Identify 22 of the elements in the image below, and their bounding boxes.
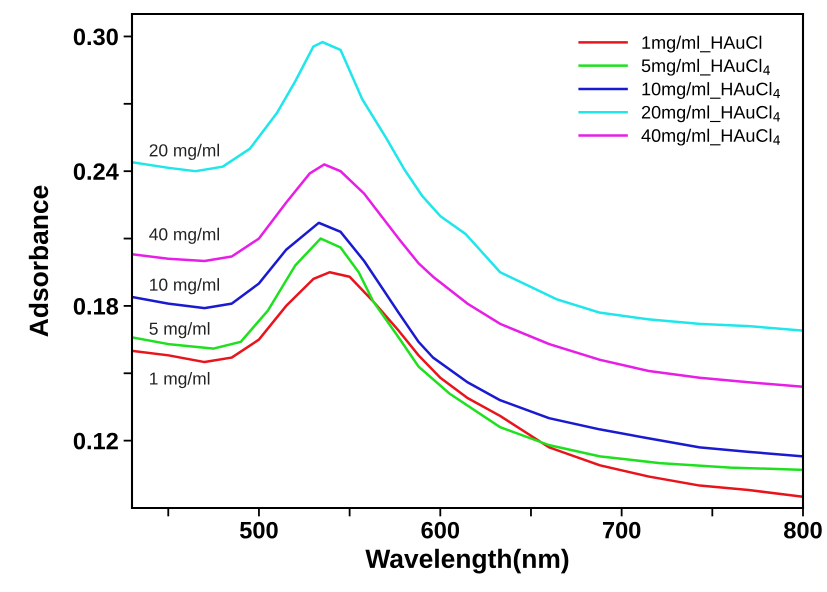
annotation: 1 mg/ml bbox=[150, 372, 210, 388]
y-tick-label: 0.30 bbox=[74, 28, 118, 46]
legend-label: 1mg/ml_HAuCl bbox=[642, 36, 762, 52]
x-tick-label: 800 bbox=[784, 522, 822, 539]
legend-label: 5mg/ml_HAuCl$_{4}$ bbox=[642, 58, 770, 76]
annotation: 40 mg/ml bbox=[149, 228, 220, 244]
legend-label: 10mg/ml_HAuCl$_{4}$ bbox=[642, 82, 780, 99]
annotation: 10 mg/ml bbox=[150, 278, 220, 294]
y-tick-label: 0.12 bbox=[74, 432, 118, 450]
legend-label: 40mg/ml_HAuCl$_{4}$ bbox=[641, 128, 780, 146]
line-series bbox=[132, 163, 803, 388]
y-tick-label: 0.18 bbox=[74, 298, 118, 315]
annotation: 5 mg/ml bbox=[149, 322, 210, 338]
x-tick-label: 700 bbox=[602, 522, 640, 539]
line-series bbox=[132, 270, 803, 498]
legend-label: 20mg/ml_HAuCl$_{4}$ bbox=[642, 105, 780, 122]
x-tick-label: 600 bbox=[421, 522, 460, 539]
x-tick-label: 500 bbox=[240, 522, 278, 539]
x-axis-title: Wavelength(nm) bbox=[365, 548, 568, 574]
y-axis-title: Adsorbance bbox=[28, 186, 48, 337]
y-tick-label: 0.24 bbox=[74, 163, 119, 180]
annotation: 20 mg/ml bbox=[150, 144, 220, 160]
